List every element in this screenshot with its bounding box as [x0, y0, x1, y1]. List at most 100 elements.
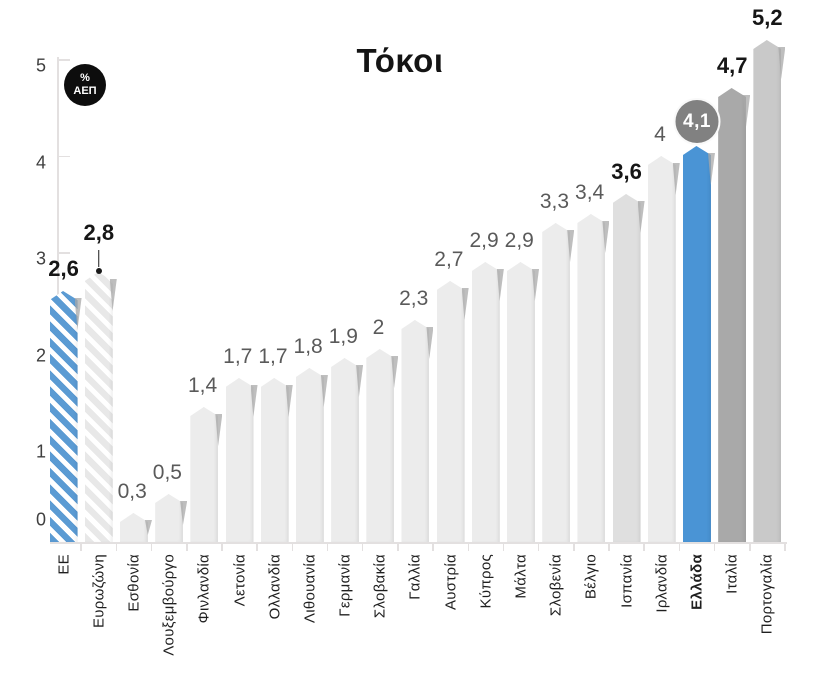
- category-label-text: ΕΕ: [55, 554, 73, 575]
- category-label: Γερμανία: [337, 554, 354, 617]
- category-label: Ιταλία: [724, 554, 741, 594]
- bar-column: 2,8 Ευρωζώνη: [81, 0, 118, 628]
- brush-tail-icon: [391, 356, 399, 388]
- bar-column: 2,3 Γαλλία: [398, 0, 435, 600]
- value-label: 2,7: [434, 248, 464, 271]
- y-tick-label: 1: [35, 441, 46, 462]
- brush-tail-icon: [778, 47, 786, 79]
- category-label: Εσθονία: [125, 554, 142, 612]
- value-label: 2,9: [504, 229, 534, 252]
- category-label: Λουξεμβούργο: [161, 554, 178, 656]
- value-label: 2,8: [83, 220, 115, 245]
- bar: [542, 223, 571, 542]
- leader-dot: [95, 268, 102, 274]
- category-label: Γαλλία: [407, 554, 424, 600]
- brush-tail-icon: [602, 221, 610, 253]
- category-label: Σλοβακία: [372, 554, 389, 618]
- category-label: ΕΕ: [55, 554, 72, 575]
- percent-sign: %: [80, 71, 90, 84]
- value-label: 3,6: [611, 159, 642, 184]
- y-tick-label: 0: [35, 509, 46, 530]
- brush-tail-icon: [461, 288, 469, 320]
- value-label: 2,9: [469, 229, 499, 252]
- brush-tail-icon: [285, 385, 293, 417]
- leader-line: [98, 250, 100, 267]
- bar: [612, 194, 641, 542]
- category-label: Ισπανία: [618, 554, 635, 608]
- bar-column: 3,4 Βέλγιο: [574, 0, 610, 599]
- y-tick: [57, 155, 70, 158]
- bar: [682, 146, 711, 542]
- category-label: Λετονία: [231, 554, 248, 606]
- category-label-text: Ιρλανδία: [653, 554, 671, 613]
- value-badge: 4,1: [673, 98, 721, 145]
- y-tick: [57, 252, 70, 254]
- category-label-text: Σλοβακία: [371, 554, 389, 619]
- brush-tail-icon: [567, 230, 575, 262]
- brush-tail-icon: [496, 269, 504, 301]
- brush-tail-icon: [250, 385, 258, 417]
- bar-column: 2,9 Μάλτα: [503, 0, 540, 599]
- value-label: 1,9: [328, 325, 358, 348]
- category-label-text: Πορτογαλία: [758, 554, 776, 635]
- bar: [295, 368, 324, 542]
- category-label: Ευρωζώνη: [90, 554, 107, 628]
- y-tick-label: 4: [35, 152, 46, 173]
- bar-column: 1,8 Λιθουανία: [292, 0, 329, 623]
- x-axis-line: [50, 542, 787, 544]
- brush-tail-icon: [356, 365, 364, 397]
- bar-column: 5,2 Πορτογαλία: [750, 0, 786, 634]
- category-label-text: Ιταλία: [723, 554, 741, 594]
- category-label-text: Εσθονία: [125, 554, 143, 612]
- bar-column: 2,9 Κύπρος: [468, 0, 505, 608]
- bar: [507, 262, 536, 542]
- bar-column: 2 Σλοβακία: [363, 0, 399, 618]
- value-label: 1,8: [293, 335, 323, 358]
- category-label: Ελλάδα: [688, 554, 705, 610]
- bar: [155, 494, 184, 542]
- value-label: 5,2: [752, 5, 783, 30]
- bar-column: 3,6 Ισπανία: [609, 0, 646, 608]
- category-label-text: Γερμανία: [336, 554, 354, 617]
- category-label-text: Αυστρία: [442, 554, 460, 611]
- bar-column: 0,3 Εσθονία: [116, 0, 153, 612]
- bar: [331, 358, 360, 542]
- category-label: Κύπρος: [477, 554, 494, 608]
- category-label-text: Ολλανδία: [266, 554, 284, 620]
- value-label: 2,3: [399, 287, 429, 310]
- category-label: Φινλανδία: [196, 554, 213, 623]
- brush-tail-icon: [672, 163, 680, 195]
- brush-tail-icon: [743, 95, 751, 127]
- bar-column: 4,7 Ιταλία: [715, 0, 751, 594]
- brush-tail-icon: [74, 298, 82, 330]
- bar-column: 4,1 Ελλάδα: [673, 0, 721, 610]
- y-tick: [57, 59, 70, 61]
- brush-tail-icon: [215, 414, 223, 446]
- bar: [471, 262, 500, 542]
- category-label: Αυστρία: [442, 554, 459, 610]
- value-label: 0,3: [117, 480, 147, 503]
- value-label: 1,4: [187, 374, 218, 397]
- bar: [225, 378, 254, 542]
- bar-column: 0,5 Λουξεμβούργο: [152, 0, 188, 656]
- bar: [577, 214, 606, 542]
- value-label: 0,5: [152, 461, 182, 484]
- category-label: Ιρλανδία: [653, 554, 670, 613]
- y-tick-label: 3: [35, 248, 46, 269]
- bar-column: 3,3 Σλοβενία: [539, 0, 575, 616]
- bar-column: 4 Ιρλανδία: [644, 0, 681, 613]
- category-label: Σλοβενία: [548, 554, 565, 616]
- bar: [366, 349, 395, 542]
- bar: [401, 320, 430, 542]
- bar: [84, 272, 113, 542]
- category-label-text: Κύπρος: [477, 554, 495, 609]
- value-label: 4: [654, 123, 666, 146]
- bar: [718, 88, 747, 542]
- bars-row: 2,6 ΕΕ 2,8 Ευρωζώνη 0,3 Εσθονία 0,5 Λουξεμβούργ…: [46, 0, 786, 656]
- brush-tail-icon: [532, 269, 540, 301]
- bar: [190, 407, 219, 542]
- category-label: Μάλτα: [513, 554, 530, 599]
- bar-column: 1,9 Γερμανία: [328, 0, 364, 617]
- category-label: Ολλανδία: [266, 554, 283, 619]
